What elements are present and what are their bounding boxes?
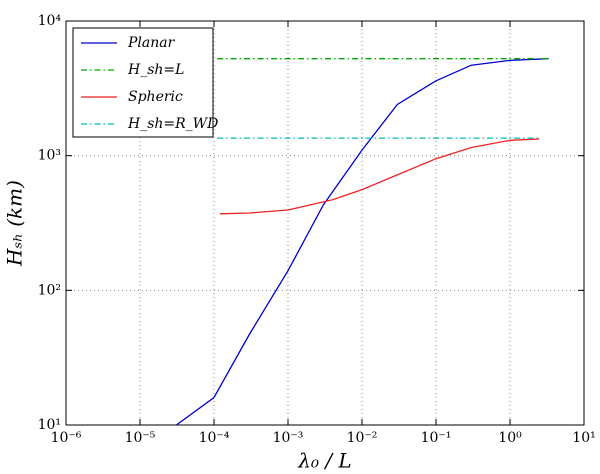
x-tick-label: 10⁻⁴ [199,430,230,446]
x-tick-label: 10⁻³ [273,430,304,446]
series-line [176,58,549,426]
x-tick-label: 10⁻⁶ [51,430,82,446]
x-tick-label: 10¹ [572,430,595,446]
legend-label: Spheric [128,89,183,105]
y-axis-label: Hₛₕ (km) [3,180,27,267]
x-tick-label: 10⁻¹ [421,430,452,446]
x-tick-label: 10⁻² [347,430,378,446]
legend-label: Planar [127,35,176,51]
x-axis-label: λ₀ / L [297,449,351,473]
legend-box [72,27,214,138]
y-tick-label: 10² [38,282,61,298]
x-tick-label: 10⁻⁵ [125,430,156,446]
y-tick-label: 10¹ [38,417,61,433]
plot-frame [65,20,585,426]
legend-label: H_sh=R_WD [127,116,218,132]
x-tick-label: 10⁰ [498,430,522,446]
y-tick-label: 10³ [38,148,61,164]
legend-label: H_sh=L [127,62,184,78]
series-line [219,138,540,215]
y-tick-label: 10⁴ [38,13,62,29]
